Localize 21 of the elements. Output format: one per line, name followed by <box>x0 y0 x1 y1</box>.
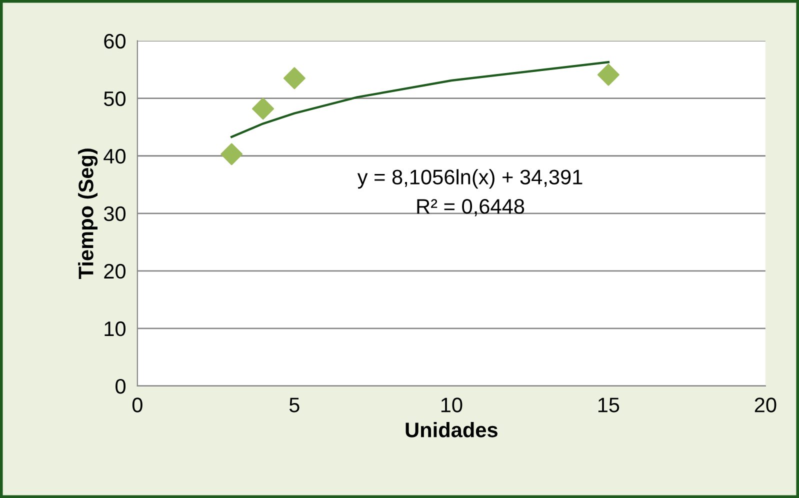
x-tick-label: 15 <box>598 398 620 412</box>
y-tick-label: 60 <box>104 34 126 49</box>
y-tick-label: 20 <box>104 264 126 279</box>
y-tick-label: 10 <box>104 321 126 336</box>
y-axis-title: Tiempo (Seg) <box>78 148 98 279</box>
x-tick-label: 20 <box>754 398 776 412</box>
point <box>283 67 306 90</box>
x-tick-label: 0 <box>132 398 142 412</box>
annotation: y = 8,1056ln(x) + 34,391 <box>357 169 582 189</box>
y-tick-label: 30 <box>104 206 126 222</box>
y-tick-label: 0 <box>116 378 126 394</box>
y-tick-label: 50 <box>104 91 126 106</box>
x-tick-label: 10 <box>441 398 462 412</box>
point <box>252 98 274 120</box>
x-axis-title: Unidades <box>406 422 498 438</box>
y-tick-label: 40 <box>104 148 126 164</box>
point <box>597 64 620 86</box>
annotation: R² = 0,6448 <box>417 199 524 216</box>
x-tick-label: 5 <box>289 398 300 412</box>
line-series <box>230 61 610 138</box>
point <box>220 143 243 166</box>
